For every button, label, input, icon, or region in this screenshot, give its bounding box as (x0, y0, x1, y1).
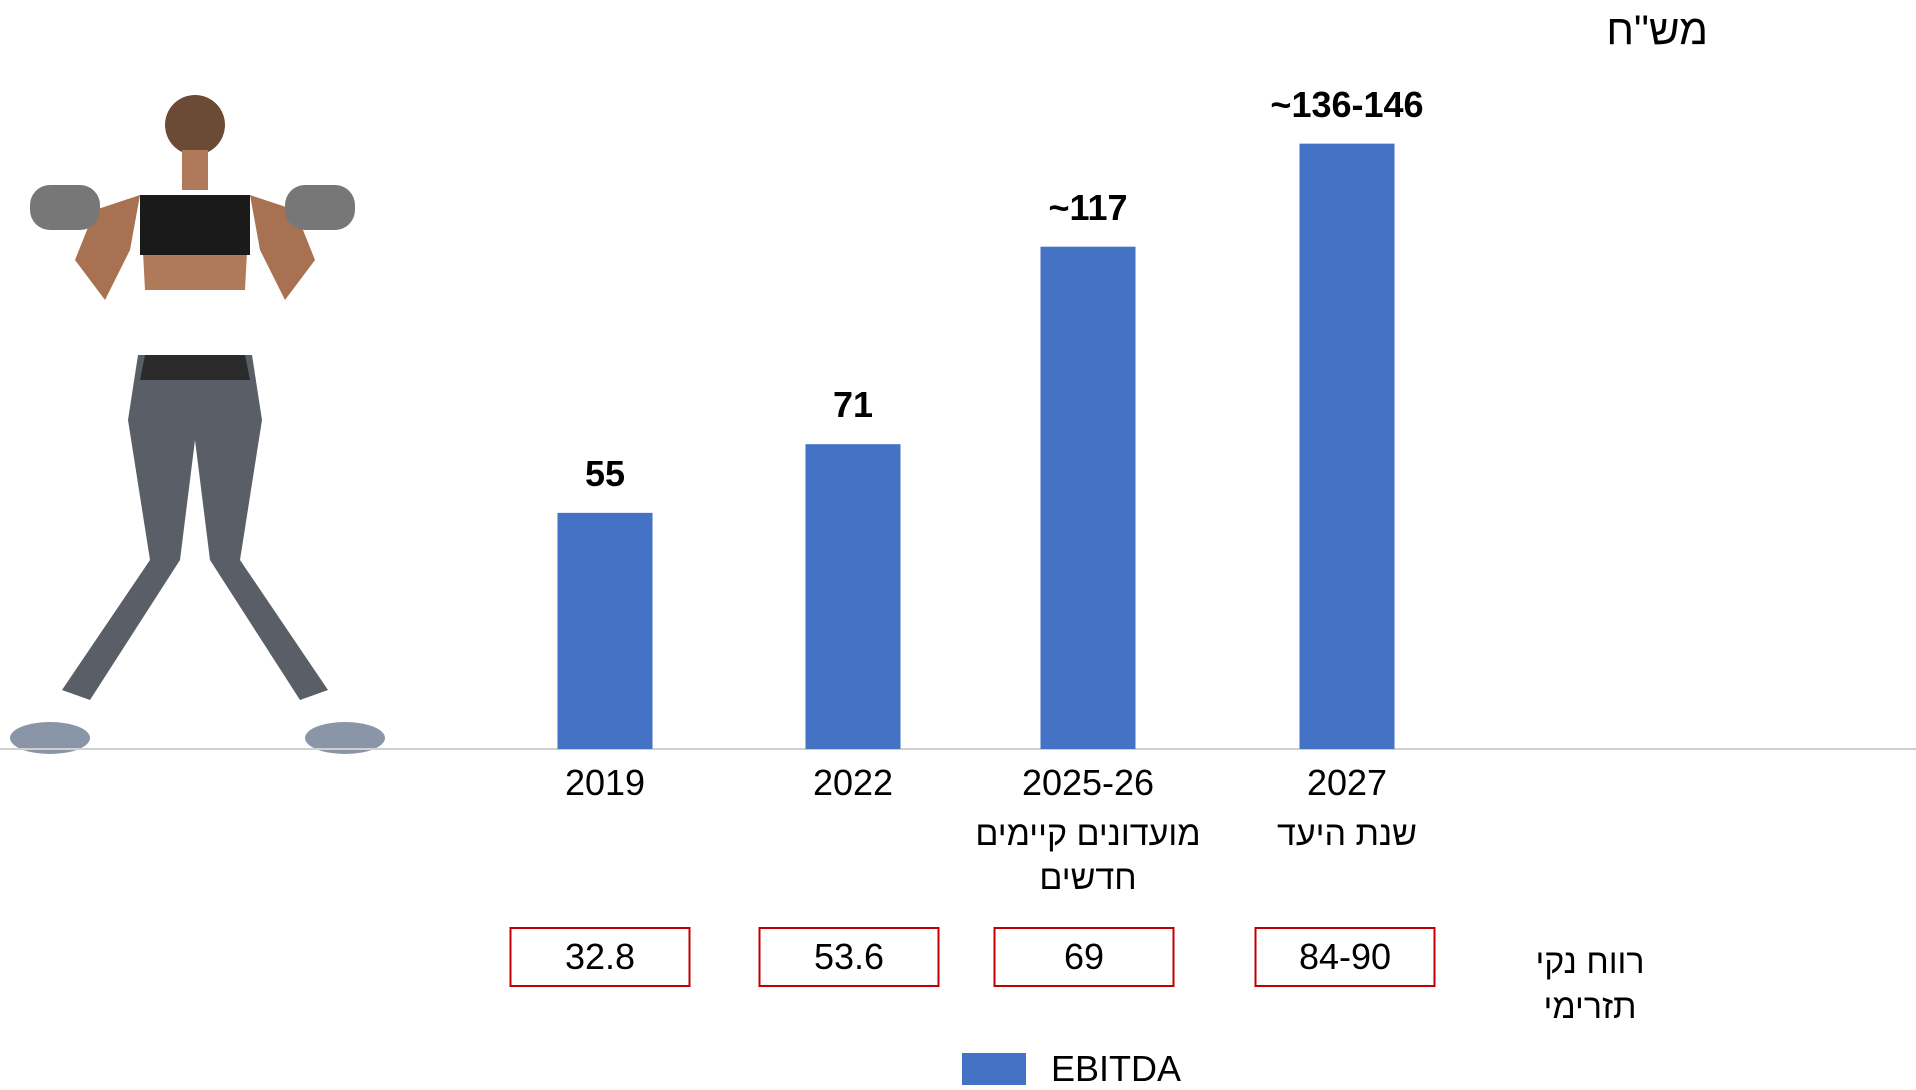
legend-swatch (962, 1053, 1026, 1085)
athlete-illustration (10, 95, 385, 754)
value-label: 71 (832, 384, 874, 426)
x-tick-label: 2027 (1306, 762, 1388, 803)
unit-label: מש"ח (1606, 6, 1708, 53)
bar (1299, 143, 1395, 749)
legend-label: EBITDA (1051, 1048, 1182, 1089)
net-profit-box: 32.8 (509, 927, 691, 987)
category-note: שנת היעד (1276, 815, 1417, 853)
net-profit-box: 84-90 (1254, 927, 1436, 987)
x-tick-label: 2019 (564, 762, 646, 803)
value-label: ~136-146 (1270, 83, 1424, 125)
bar (805, 444, 901, 749)
net-profit-label: רווח נקי תזרימי (1535, 943, 1645, 1026)
value-label: 55 (584, 452, 626, 494)
x-tick-label: 2022 (812, 762, 894, 803)
net-profit-box: 53.6 (758, 927, 940, 987)
net-profit-box: 69 (993, 927, 1175, 987)
value-label: ~117 (1048, 186, 1128, 228)
bar (1040, 246, 1136, 749)
x-tick-label: 2025-26 (1021, 762, 1155, 803)
category-note: מועדונים קיימים חדשים (975, 815, 1201, 897)
bar (557, 512, 653, 749)
